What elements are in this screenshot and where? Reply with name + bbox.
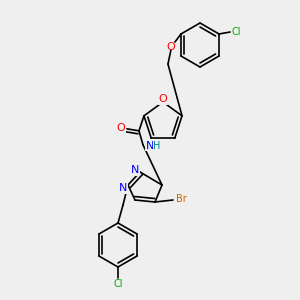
Text: Cl: Cl: [231, 27, 241, 37]
Text: H: H: [153, 141, 161, 151]
Text: O: O: [167, 42, 175, 52]
Text: N: N: [146, 141, 154, 151]
Text: N: N: [131, 165, 139, 175]
Text: Br: Br: [176, 194, 186, 204]
Text: N: N: [119, 183, 127, 193]
Text: O: O: [117, 123, 125, 133]
Text: O: O: [159, 94, 167, 104]
Text: Cl: Cl: [113, 279, 123, 289]
